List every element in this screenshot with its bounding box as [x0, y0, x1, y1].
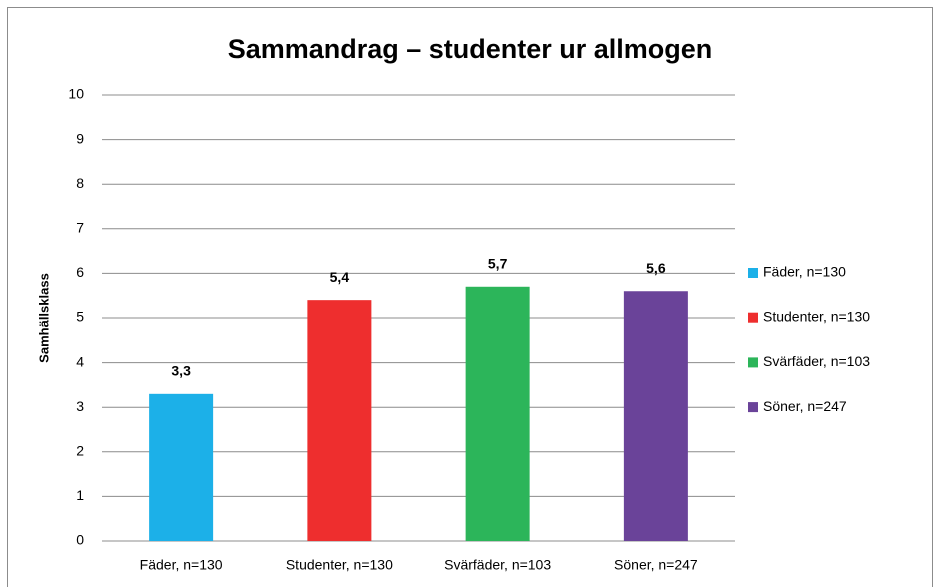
x-tick-label: Svärfäder, n=103	[444, 557, 551, 573]
y-tick-label: 1	[76, 487, 84, 503]
legend-label: Fäder, n=130	[763, 264, 846, 280]
legend-swatch	[748, 312, 758, 323]
legend-swatch	[748, 402, 758, 413]
bar	[307, 300, 372, 541]
y-tick-label: 2	[76, 443, 84, 459]
chart-title: Sammandrag – studenter ur allmogen	[228, 34, 713, 64]
x-tick-label: Studenter, n=130	[286, 557, 393, 573]
data-label: 5,7	[488, 255, 508, 271]
x-tick-label: Söner, n=247	[614, 557, 698, 573]
y-tick-label: 7	[76, 220, 84, 236]
legend-label: Söner, n=247	[763, 398, 847, 414]
bar	[623, 291, 688, 541]
data-label: 3,3	[171, 363, 191, 379]
y-tick-label: 4	[76, 353, 84, 369]
y-axis-label: Samhällsklass	[36, 273, 51, 363]
legend-label: Studenter, n=130	[763, 308, 870, 324]
legend-label: Svärfäder, n=103	[763, 353, 870, 369]
bar	[465, 286, 530, 541]
data-label: 5,4	[330, 269, 350, 285]
y-tick-label: 8	[76, 175, 84, 191]
y-tick-label: 6	[76, 264, 84, 280]
y-tick-label: 9	[76, 130, 84, 146]
bar	[149, 393, 214, 541]
y-tick-label: 10	[68, 86, 84, 102]
y-tick-label: 5	[76, 309, 84, 325]
data-label: 5,6	[646, 260, 666, 276]
legend-swatch	[748, 268, 758, 278]
y-tick-label: 0	[76, 532, 84, 548]
legend-swatch	[748, 357, 758, 368]
x-tick-label: Fäder, n=130	[140, 557, 223, 573]
y-tick-label: 3	[76, 398, 84, 414]
